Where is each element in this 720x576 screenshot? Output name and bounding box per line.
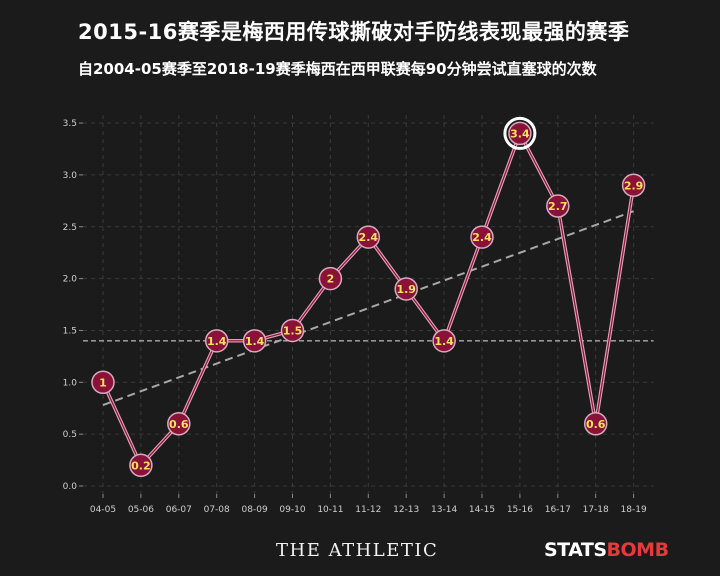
data-label: 0.2: [131, 459, 151, 472]
y-tick-label: 2.5: [63, 223, 77, 233]
data-point: [129, 453, 153, 478]
data-point: [280, 318, 305, 343]
x-tick-label: 10-11: [317, 505, 343, 515]
data-point: [583, 412, 608, 436]
x-tick-label: 18-19: [621, 505, 647, 515]
data-label: 1.4: [245, 335, 265, 348]
data-label: 1.9: [396, 283, 416, 296]
data-point: [508, 121, 532, 146]
data-points: 1 0.2 0.6 1.4 1.4 1.5 2 2.4 1.9 1.4 2.4 3.4 2.7 0.6 2.…: [91, 116, 646, 478]
reference-lines: [83, 210, 654, 407]
data-point: [470, 225, 494, 249]
x-tick-label: 04-05: [90, 505, 116, 515]
data-point: [546, 194, 570, 218]
data-label: 1.4: [434, 335, 454, 348]
data-label: 1.5: [283, 324, 303, 337]
y-tick-label: 0.5: [63, 430, 77, 440]
x-tick-label: 16-17: [545, 505, 571, 515]
data-point: [356, 225, 381, 249]
y-tick-label: 3.0: [63, 171, 78, 181]
data-label: 2.4: [472, 231, 492, 244]
data-label: 2.4: [359, 231, 379, 244]
data-label: 0.6: [586, 418, 606, 431]
y-tick-label: 2.0: [63, 275, 78, 285]
data-label: 1.4: [207, 335, 227, 348]
x-tick-label: 15-16: [507, 505, 533, 515]
data-label: 2: [327, 273, 335, 286]
chart-title: 2015-16赛季是梅西用传球撕破对手防线表现最强的赛季: [78, 20, 630, 44]
x-tick-label: 13-14: [431, 505, 457, 515]
data-point: [204, 329, 229, 353]
data-label: 1: [99, 376, 107, 389]
y-tick-label: 3.5: [63, 119, 77, 129]
x-tick-label: 17-18: [583, 505, 609, 515]
y-tick-label: 1.0: [63, 378, 78, 388]
x-tick-label: 11-12: [355, 505, 381, 515]
the-athletic-logo: THE ATHLETIC: [276, 540, 439, 561]
data-point: [167, 412, 191, 436]
statsbomb-logo-stats: STATS: [544, 539, 607, 561]
data-point: [621, 173, 646, 198]
data-point: [318, 266, 343, 291]
chart-subtitle: 自2004-05赛季至2018-19赛季梅西在西甲联赛每90分钟尝试直塞球的次数: [78, 60, 597, 78]
trend-line: [102, 210, 634, 407]
data-label: 2.7: [548, 200, 568, 213]
data-label: 2.9: [624, 179, 644, 192]
statsbomb-logo: STATSBOMB: [544, 539, 669, 561]
data-label: 0.6: [169, 418, 189, 431]
x-tick-label: 12-13: [393, 505, 419, 515]
data-point: [394, 277, 418, 301]
y-tick-label: 1.5: [63, 326, 77, 336]
highlight-ring: [503, 116, 537, 150]
x-tick-label: 14-15: [469, 505, 495, 515]
statsbomb-logo-bomb: BOMB: [606, 539, 670, 561]
x-tick-label: 05-06: [128, 505, 154, 515]
x-tick-label: 09-10: [279, 505, 305, 515]
data-point: [432, 329, 456, 353]
x-tick-label: 06-07: [166, 505, 192, 515]
x-tick-label: 08-09: [242, 505, 268, 515]
data-point: [91, 370, 115, 395]
grid: [83, 115, 654, 494]
data-label: 3.4: [510, 127, 530, 140]
x-tick-label: 07-08: [204, 505, 230, 515]
data-point: [242, 329, 267, 353]
y-tick-label: 0.0: [63, 482, 78, 492]
axes: 0.0 0.5 1.0 1.5 2.0 2.5 3.0 3.5 04-05 05-06 06-07 0…: [63, 119, 647, 515]
